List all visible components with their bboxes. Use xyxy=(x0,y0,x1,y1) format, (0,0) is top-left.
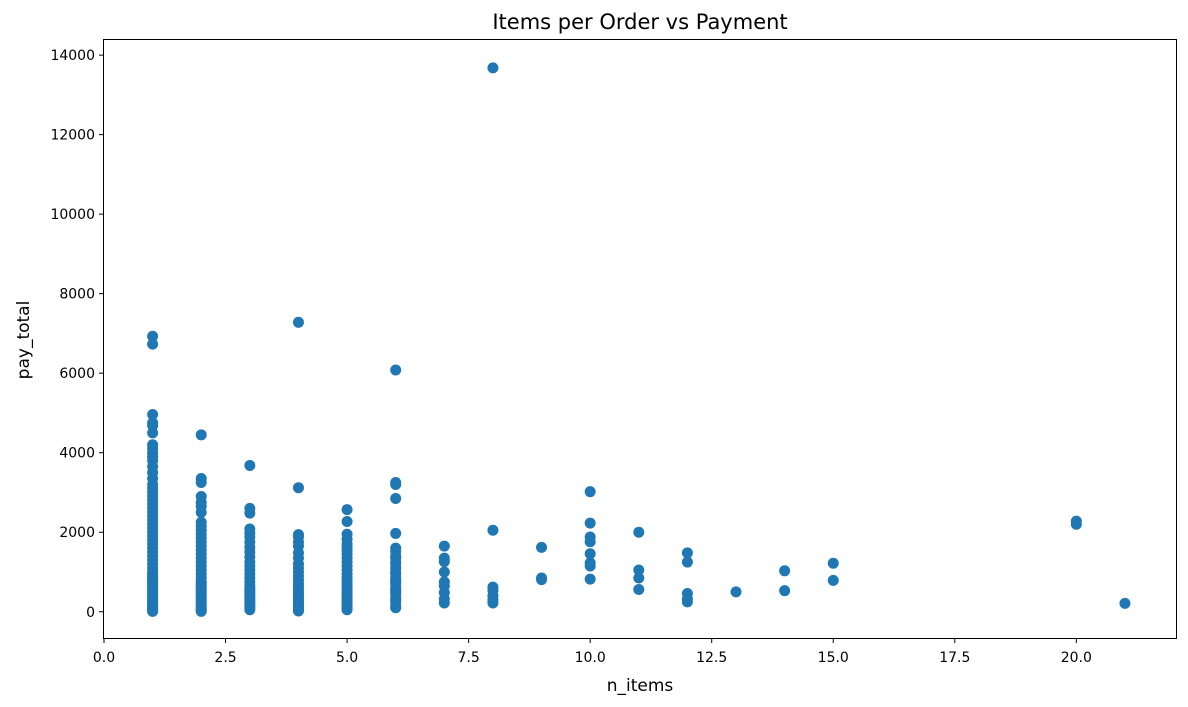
data-point xyxy=(633,526,645,538)
data-point xyxy=(1070,518,1082,530)
y-axis-label: pay_total xyxy=(14,301,34,380)
data-points xyxy=(147,62,1131,617)
x-tick-label: 5.0 xyxy=(336,650,358,666)
x-tick-label: 0.0 xyxy=(93,650,115,666)
data-point xyxy=(681,596,693,608)
data-point xyxy=(584,517,596,529)
y-tick-label: 8000 xyxy=(59,287,95,303)
x-axis-ticks: 0.0 2.5 5.0 7.5 10.0 12.5 15.0 17.5 20.0 xyxy=(93,638,1092,666)
data-point xyxy=(244,604,256,616)
y-tick-label: 14000 xyxy=(50,48,95,64)
plot-frame xyxy=(103,39,1177,639)
data-point xyxy=(438,540,450,552)
data-point xyxy=(390,602,402,614)
data-point xyxy=(147,330,159,342)
data-point xyxy=(584,560,596,572)
data-point xyxy=(341,504,353,516)
data-point xyxy=(390,479,402,491)
chart-title: Items per Order vs Payment xyxy=(492,10,787,34)
data-point xyxy=(195,506,207,518)
x-tick-label: 2.5 xyxy=(214,650,236,666)
y-tick-label: 6000 xyxy=(59,366,95,382)
y-tick-label: 2000 xyxy=(59,525,95,541)
data-point xyxy=(827,557,839,569)
data-point xyxy=(390,492,402,504)
data-point xyxy=(487,524,499,536)
data-point xyxy=(536,541,548,553)
y-tick-label: 10000 xyxy=(50,207,95,223)
data-point xyxy=(681,556,693,568)
data-point xyxy=(244,507,256,519)
data-point xyxy=(584,536,596,548)
data-point xyxy=(438,597,450,609)
x-tick-label: 17.5 xyxy=(939,650,970,666)
data-point xyxy=(487,62,499,74)
data-point xyxy=(147,338,159,350)
x-axis-label: n_items xyxy=(607,676,674,696)
y-tick-label: 12000 xyxy=(50,128,95,144)
y-axis-ticks: 0 2000 4000 6000 8000 10000 12000 14000 xyxy=(50,48,104,621)
x-tick-label: 12.5 xyxy=(696,650,727,666)
data-point xyxy=(438,566,450,578)
y-tick-label: 4000 xyxy=(59,446,95,462)
data-point xyxy=(584,486,596,498)
data-point xyxy=(633,572,645,584)
data-point xyxy=(341,516,353,527)
data-point xyxy=(681,547,693,559)
data-point xyxy=(292,482,304,494)
data-point xyxy=(147,409,159,421)
data-point xyxy=(633,583,645,595)
data-point xyxy=(195,429,207,441)
data-point xyxy=(147,605,159,617)
data-point xyxy=(633,564,645,576)
data-point xyxy=(779,585,791,597)
x-tick-label: 20.0 xyxy=(1061,650,1092,666)
data-point xyxy=(244,459,256,471)
y-tick-label: 0 xyxy=(86,605,95,621)
data-point xyxy=(779,565,791,577)
data-point xyxy=(1119,597,1131,609)
data-point xyxy=(730,586,742,598)
x-tick-label: 10.0 xyxy=(575,650,606,666)
data-point xyxy=(341,604,353,616)
data-point xyxy=(536,574,548,586)
data-point xyxy=(827,574,839,586)
data-point xyxy=(195,477,207,489)
data-point xyxy=(292,316,304,328)
data-point xyxy=(584,548,596,560)
data-point xyxy=(292,605,304,617)
x-tick-label: 7.5 xyxy=(457,650,479,666)
data-point xyxy=(390,364,402,376)
data-point xyxy=(487,597,499,609)
data-point xyxy=(438,556,450,568)
data-point xyxy=(584,573,596,585)
x-tick-label: 15.0 xyxy=(818,650,849,666)
data-point xyxy=(390,527,402,539)
data-point xyxy=(147,427,159,439)
data-point xyxy=(195,605,207,617)
